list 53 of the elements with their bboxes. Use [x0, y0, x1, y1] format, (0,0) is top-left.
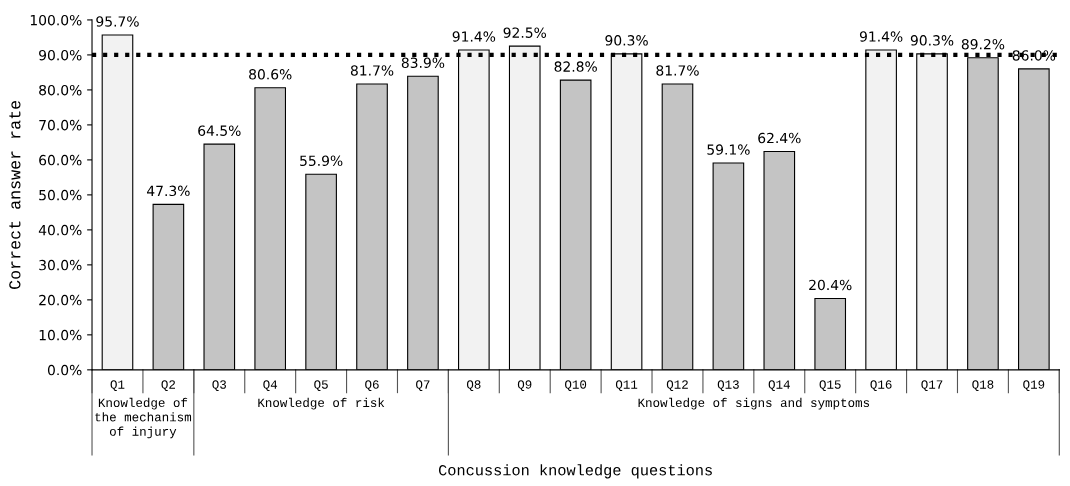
- text: Knowledge of risk: [258, 397, 385, 410]
- data-label: 89.2%: [961, 38, 1005, 50]
- x-tick-label: Q18: [972, 380, 994, 391]
- data-label: 90.3%: [910, 35, 954, 46]
- y-tick-label: 80.0%: [39, 84, 82, 96]
- data-label: 81.7%: [350, 65, 394, 76]
- x-tick-label: Q5: [314, 380, 328, 391]
- x-tick-label: Q10: [565, 380, 587, 391]
- text: Knowledge of the mechanism of injury: [95, 397, 192, 439]
- text: Knowledge of signs and symptoms: [638, 397, 870, 410]
- data-label: 59.1%: [707, 144, 750, 155]
- x-tick-label: Q2: [161, 380, 175, 391]
- y-tick-label: 70.0%: [39, 119, 82, 131]
- x-tick-label: Q7: [416, 380, 430, 391]
- x-tick-label: Q16: [870, 380, 892, 391]
- y-tick-label: 60.0%: [39, 154, 82, 166]
- data-label: 55.9%: [300, 155, 343, 166]
- x-tick-label: Q12: [666, 380, 688, 391]
- data-label: 20.4%: [809, 279, 852, 291]
- data-label: 95.7%: [96, 16, 139, 27]
- y-tick-label: 0.0%: [47, 364, 82, 376]
- data-label: 47.3%: [147, 185, 190, 197]
- x-tick-label: Q3: [212, 380, 226, 391]
- x-tick-label: Q8: [466, 380, 481, 391]
- x-tick-label: Q19: [1023, 380, 1045, 391]
- y-tick-label: 40.0%: [38, 224, 82, 236]
- data-label: 80.6%: [249, 69, 292, 80]
- x-tick-label: Q4: [263, 380, 278, 391]
- data-label: 81.7%: [656, 65, 699, 76]
- x-tick-label: Q17: [921, 380, 943, 391]
- y-tick-label: 50.0%: [39, 189, 82, 201]
- x-tick-label: Q1: [110, 380, 125, 391]
- data-label: 64.5%: [198, 125, 241, 136]
- data-label: 90.3%: [605, 35, 648, 46]
- y-tick-label: 90.0%: [39, 49, 82, 61]
- y-tick-label: 10.0%: [39, 329, 82, 341]
- data-label: 91.4%: [452, 31, 496, 42]
- y-tick-label: 20.0%: [39, 294, 82, 306]
- y-tick-label: 100.0%: [30, 14, 82, 26]
- x-tick-label: Q9: [517, 380, 532, 391]
- y-axis-title: Correct answer rate: [9, 100, 21, 289]
- x-tick-label: Q15: [819, 380, 841, 391]
- data-label: 91.4%: [859, 31, 903, 42]
- data-label: 83.9%: [401, 57, 445, 69]
- y-tick-label: 30.0%: [39, 259, 82, 271]
- x-tick-label: Q6: [365, 380, 379, 391]
- x-tick-label: Q14: [768, 380, 790, 391]
- x-axis-title: Concussion knowledge questions: [438, 464, 712, 479]
- data-label: 92.5%: [503, 27, 547, 38]
- data-label: 82.8%: [554, 61, 597, 72]
- x-tick-label: Q11: [615, 380, 638, 391]
- data-label: 62.4%: [758, 132, 801, 144]
- x-tick-label: Q13: [717, 380, 739, 391]
